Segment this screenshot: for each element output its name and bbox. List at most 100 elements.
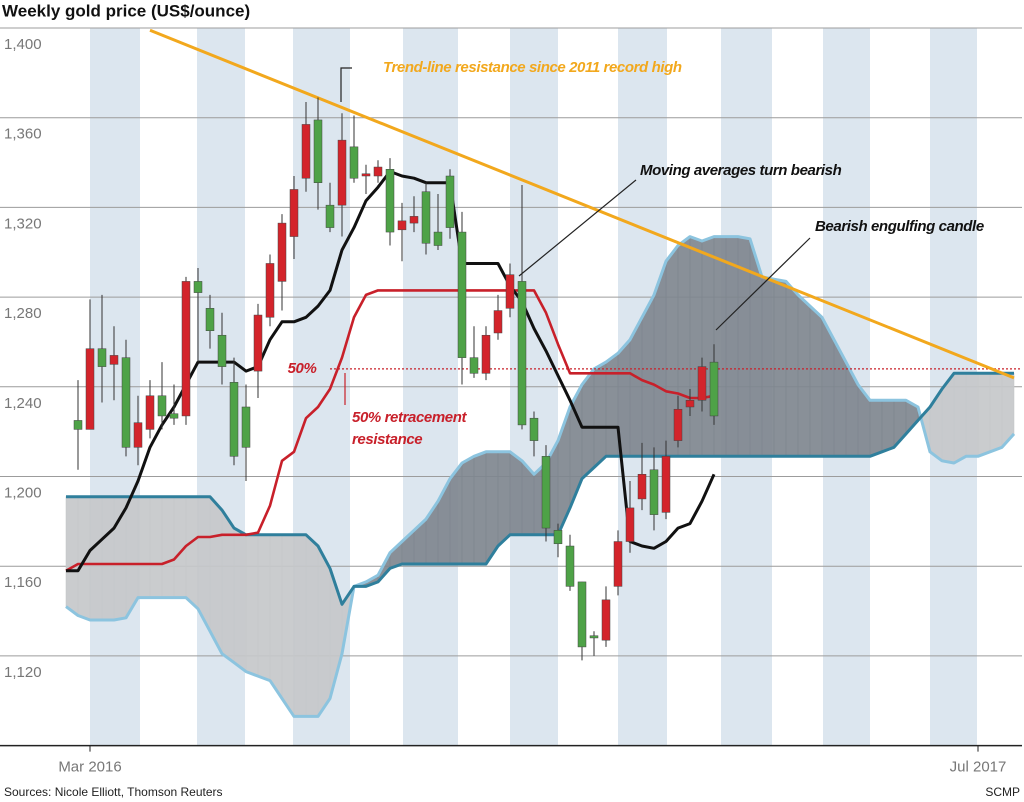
- cloud-fill: [257, 534, 271, 682]
- y-tick-label: 1,160: [4, 574, 42, 591]
- candle-body: [637, 474, 647, 500]
- candle-body: [445, 175, 455, 228]
- chart-title: Weekly gold price (US$/ounce): [2, 1, 250, 20]
- candle-body: [613, 541, 623, 587]
- cloud-fill: [965, 373, 979, 457]
- candle-body: [241, 406, 251, 448]
- candle-body: [673, 408, 683, 441]
- candle-body: [421, 191, 431, 244]
- cloud-fill: [281, 534, 295, 718]
- y-tick-label: 1,200: [4, 484, 42, 501]
- cloud-fill: [137, 496, 151, 598]
- cloud-fill: [221, 509, 235, 664]
- y-tick-label: 1,120: [4, 664, 42, 681]
- cloud-fill: [713, 236, 727, 457]
- credit: SCMP: [985, 785, 1020, 799]
- leader-line: [340, 67, 352, 102]
- cloud-fill: [209, 495, 223, 654]
- cloud-fill: [89, 496, 103, 621]
- candle-body: [541, 456, 551, 529]
- cloud-fill: [797, 294, 811, 457]
- annotation: 50% retracement: [352, 409, 467, 426]
- candle-body: [85, 348, 95, 430]
- leader-line: [518, 179, 637, 277]
- cloud-fill: [269, 534, 283, 700]
- cloud-fill: [149, 496, 163, 598]
- candle-body: [625, 507, 635, 542]
- cloud-fill: [869, 399, 883, 457]
- candle-body: [385, 169, 395, 233]
- candle-body: [325, 204, 335, 228]
- cloud-fill: [593, 361, 607, 469]
- candle-body: [229, 382, 239, 457]
- cloud-fill: [689, 236, 703, 457]
- plot-area: 1,120 1,160 1,200 1,240 1,280 1,320 1,360 1,400…: [0, 27, 1022, 776]
- candle-body: [373, 166, 383, 177]
- candle-body: [601, 599, 611, 641]
- candle-body: [73, 420, 83, 430]
- cloud-fill: [881, 399, 895, 453]
- candle-body: [505, 274, 515, 309]
- cloud-span-a: [65, 235, 1016, 718]
- y-tick-label: 1,280: [4, 305, 42, 322]
- cloud-fill: [293, 534, 307, 717]
- level-label: 50%: [288, 360, 317, 377]
- candle-body: [457, 231, 467, 358]
- candle-body: [409, 216, 419, 224]
- candle-body: [565, 545, 575, 587]
- cloud-fill: [977, 373, 991, 457]
- cloud-fill: [185, 496, 199, 610]
- x-tick-label: Mar 2016: [58, 759, 121, 776]
- candle-body: [553, 530, 563, 545]
- annotation: Bearish engulfing candle: [815, 218, 984, 235]
- candle-body: [349, 146, 359, 179]
- candle-body: [145, 395, 155, 430]
- candle-body: [469, 357, 479, 374]
- y-tick-label: 1,400: [4, 36, 42, 53]
- candle-body: [313, 119, 323, 183]
- cloud-fill: [641, 294, 655, 457]
- cloud-fill: [761, 276, 775, 457]
- cloud-fill: [317, 545, 331, 718]
- candle-body: [193, 281, 203, 293]
- candle-body: [217, 334, 227, 367]
- cloud-fill: [101, 496, 115, 621]
- candle-body: [709, 361, 719, 417]
- moving-average-red: [65, 289, 715, 572]
- candle-body: [517, 281, 527, 426]
- cloud-fill: [245, 534, 259, 677]
- candle-body: [361, 173, 371, 177]
- candle-body: [289, 189, 299, 237]
- candle-body: [649, 469, 659, 515]
- cloud-fill: [953, 373, 967, 464]
- cloud-fill: [497, 451, 511, 547]
- y-tick-label: 1,320: [4, 215, 42, 232]
- candle-body: [181, 281, 191, 417]
- leader-line: [715, 237, 811, 331]
- candle-body: [205, 308, 215, 331]
- cloud-fill: [305, 534, 319, 717]
- candle-body: [589, 635, 599, 639]
- candle-body: [169, 413, 179, 419]
- candle-body: [157, 395, 167, 417]
- candle-body: [97, 348, 107, 367]
- candle-body: [133, 422, 143, 448]
- y-tick-label: 1,240: [4, 395, 42, 412]
- cloud-span-b: [66, 371, 1014, 606]
- cloud-fill: [701, 236, 715, 457]
- cloud-fill: [773, 278, 787, 457]
- cloud-fill: [509, 451, 523, 536]
- cloud-fill: [809, 305, 823, 457]
- candle-body: [337, 139, 347, 206]
- source: Sources: Nicole Elliott, Thomson Reuters: [4, 785, 223, 799]
- candle-body: [301, 124, 311, 179]
- x-tick-label: Jul 2017: [950, 759, 1007, 776]
- annotation: Trend-line resistance since 2011 record …: [383, 59, 682, 76]
- candle-body: [481, 334, 491, 374]
- candle-body: [433, 231, 443, 246]
- candle-body: [253, 314, 263, 372]
- cloud-fill: [989, 373, 1003, 453]
- annotation: Moving averages turn bearish: [640, 162, 842, 179]
